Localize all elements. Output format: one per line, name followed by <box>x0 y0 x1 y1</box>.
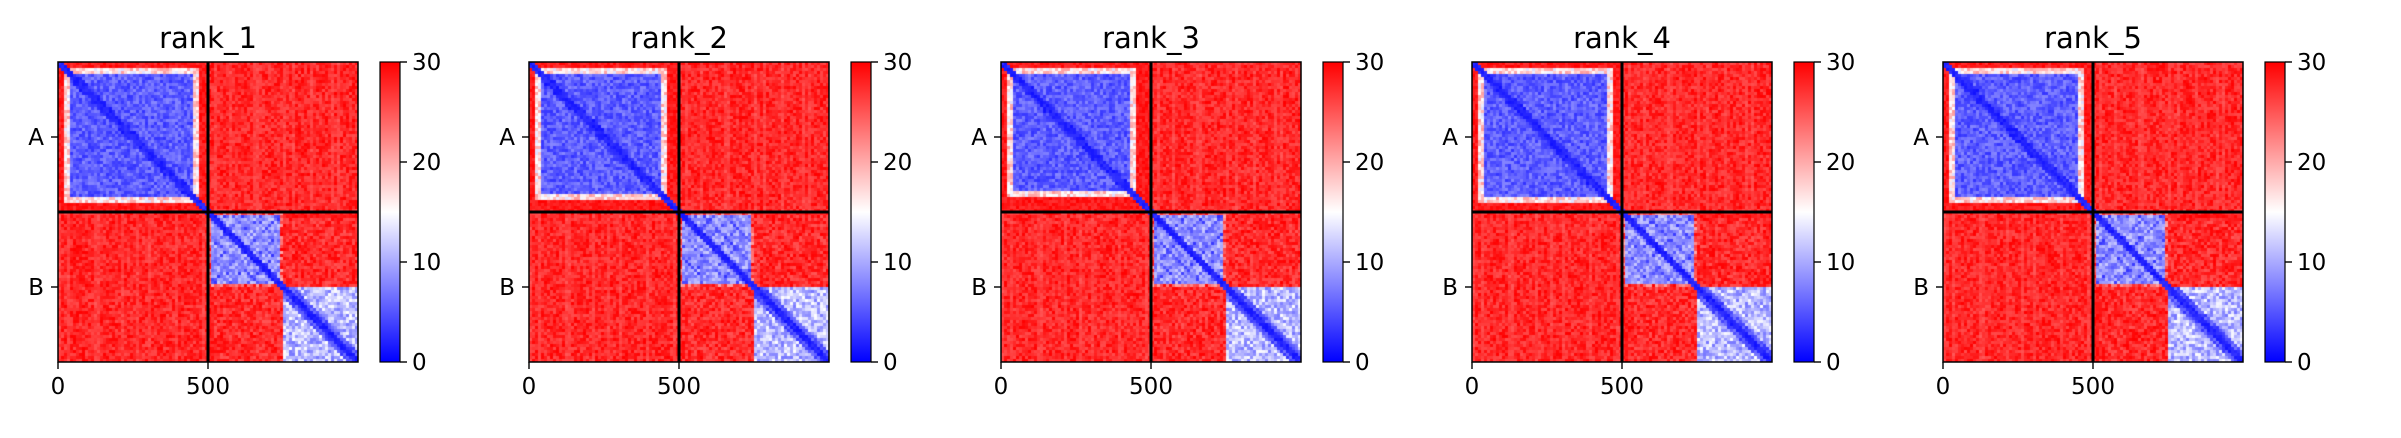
colorbar-tick-label: 10 <box>1826 250 1855 276</box>
colorbar-tick-label: 30 <box>883 50 912 76</box>
colorbar <box>850 61 872 363</box>
chain-label-A: A <box>1442 125 1458 151</box>
colorbar-tick-label: 30 <box>1826 50 1855 76</box>
colorbar-tick-label: 10 <box>1355 250 1384 276</box>
colorbar-tick-label: 20 <box>1355 150 1384 176</box>
chain-label-B: B <box>971 275 987 301</box>
colorbar-tick-label: 20 <box>412 150 441 176</box>
colorbar-tick-label: 0 <box>2297 350 2312 376</box>
x-tick-label: 0 <box>994 374 1009 400</box>
chain-label-A: A <box>499 125 515 151</box>
x-tick-label: 500 <box>2071 374 2115 400</box>
colorbar-tick-label: 30 <box>412 50 441 76</box>
panel-rank_5: rank_5 0 500 A B 0 10 20 30 <box>1913 21 2326 400</box>
x-tick-label: 0 <box>51 374 66 400</box>
x-tick-label: 500 <box>1600 374 1644 400</box>
panel-title: rank_1 <box>159 21 257 55</box>
colorbar <box>2264 61 2286 363</box>
colorbar-tick-label: 20 <box>1826 150 1855 176</box>
colorbar-tick-label: 0 <box>883 350 898 376</box>
chain-label-B: B <box>28 275 44 301</box>
x-tick-label: 500 <box>1129 374 1173 400</box>
colorbar-tick-label: 10 <box>2297 250 2326 276</box>
colorbar-tick-label: 20 <box>883 150 912 176</box>
colorbar-tick-label: 20 <box>2297 150 2326 176</box>
x-tick-label: 0 <box>1936 374 1951 400</box>
x-tick-label: 0 <box>522 374 537 400</box>
colorbar <box>1322 61 1344 363</box>
colorbar-tick-label: 0 <box>1355 350 1370 376</box>
colorbar-tick-label: 0 <box>412 350 427 376</box>
chain-label-B: B <box>499 275 515 301</box>
colorbar-tick-label: 30 <box>2297 50 2326 76</box>
panel-rank_2: rank_2 0 500 A B 0 10 20 30 <box>499 21 912 400</box>
x-tick-label: 500 <box>186 374 230 400</box>
chain-label-B: B <box>1913 275 1929 301</box>
chain-label-B: B <box>1442 275 1458 301</box>
panel-title: rank_3 <box>1102 21 1200 55</box>
colorbar-tick-label: 0 <box>1826 350 1841 376</box>
chain-label-A: A <box>1913 125 1929 151</box>
colorbar <box>1793 61 1815 363</box>
x-tick-label: 500 <box>657 374 701 400</box>
colorbar-tick-label: 10 <box>883 250 912 276</box>
colorbar <box>379 61 401 363</box>
panel-title: rank_4 <box>1573 21 1671 55</box>
panel-rank_1: rank_1 0 500 A B 0 10 20 30 <box>28 21 441 400</box>
panel-title: rank_2 <box>630 21 728 55</box>
panel-rank_4: rank_4 0 500 A B 0 10 20 30 <box>1442 21 1855 400</box>
x-tick-label: 0 <box>1465 374 1480 400</box>
panel-rank_3: rank_3 0 500 A B 0 10 20 30 <box>971 21 1384 400</box>
colorbar-tick-label: 30 <box>1355 50 1384 76</box>
panel-title: rank_5 <box>2044 21 2142 55</box>
colorbar-tick-label: 10 <box>412 250 441 276</box>
chain-label-A: A <box>28 125 44 151</box>
chain-label-A: A <box>971 125 987 151</box>
